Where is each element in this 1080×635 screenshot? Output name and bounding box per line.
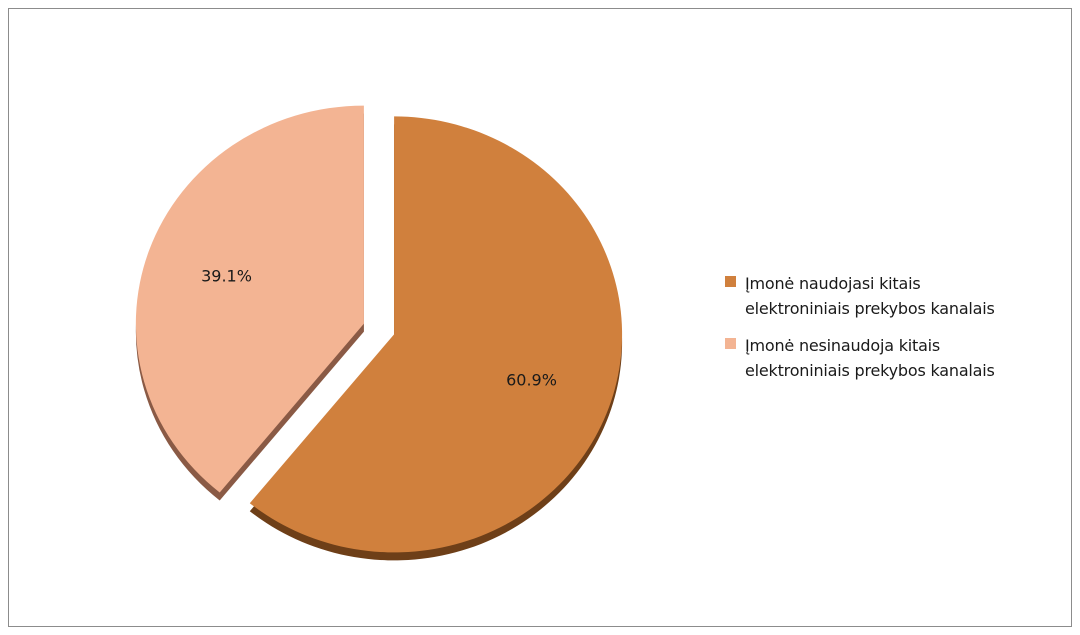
legend-label-line: Įmonė nesinaudoja kitais [745, 336, 941, 355]
pie-chart: 60.9% 39.1% [135, 105, 623, 561]
legend-swatch [725, 276, 736, 287]
legend-label: Įmonė naudojasi kitais elektroniniais pr… [745, 271, 1075, 321]
legend-item: Įmonė naudojasi kitais elektroniniais pr… [725, 271, 1075, 321]
pie-slice-label: 39.1% [201, 266, 252, 285]
legend-label-line: elektroniniais prekybos kanalais [745, 299, 995, 318]
chart-legend: Įmonė naudojasi kitais elektroniniais pr… [725, 271, 1075, 395]
pie-slice [135, 105, 364, 493]
legend-swatch [725, 338, 736, 349]
legend-label-line: Įmonė naudojasi kitais [745, 274, 921, 293]
legend-item: Įmonė nesinaudoja kitais elektroniniais … [725, 333, 1075, 383]
pie-slice [249, 116, 623, 553]
pie-slice-label: 60.9% [506, 371, 557, 390]
chart-area: 60.9% 39.1% Įmonė naudojasi kitais elektr… [8, 8, 1072, 627]
legend-label: Įmonė nesinaudoja kitais elektroniniais … [745, 333, 1075, 383]
legend-label-line: elektroniniais prekybos kanalais [745, 361, 995, 380]
